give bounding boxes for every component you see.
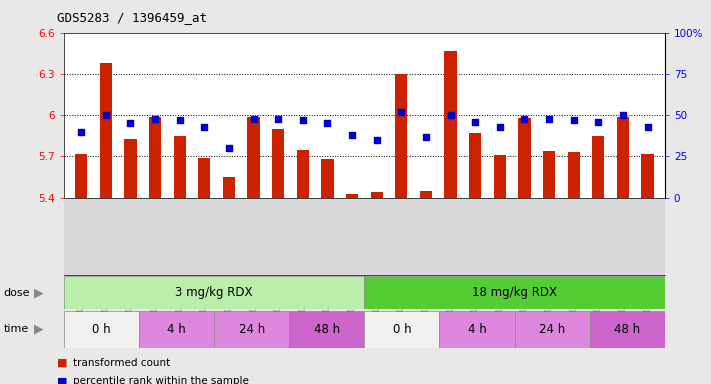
Bar [515, 311, 589, 348]
Point [642, 124, 653, 130]
Bar [469, 133, 481, 198]
Text: time: time [4, 324, 29, 334]
Bar [173, 136, 186, 198]
Bar [124, 139, 137, 198]
Text: 48 h: 48 h [314, 323, 340, 336]
Bar [214, 311, 289, 348]
Text: ▶: ▶ [34, 286, 44, 299]
Text: dose: dose [4, 288, 30, 298]
Bar [346, 194, 358, 198]
Text: 4 h: 4 h [468, 323, 486, 336]
Bar [370, 192, 383, 198]
Point [198, 124, 210, 130]
Bar [247, 117, 260, 198]
Text: 3 mg/kg RDX: 3 mg/kg RDX [176, 286, 253, 299]
Text: GDS5283 / 1396459_at: GDS5283 / 1396459_at [57, 12, 207, 25]
Point [272, 116, 284, 122]
Bar [139, 311, 214, 348]
Bar [365, 276, 665, 309]
Bar [616, 117, 629, 198]
Bar [543, 151, 555, 198]
Point [617, 112, 629, 118]
Point [445, 112, 456, 118]
Point [592, 119, 604, 125]
Bar [493, 155, 506, 198]
Point [494, 124, 506, 130]
Text: 24 h: 24 h [539, 323, 565, 336]
Point [346, 132, 358, 138]
Point [519, 116, 530, 122]
Bar [149, 117, 161, 198]
Text: ■: ■ [57, 358, 68, 368]
Bar [518, 118, 530, 198]
Text: 18 mg/kg RDX: 18 mg/kg RDX [472, 286, 557, 299]
Point [469, 119, 481, 125]
Bar [439, 311, 515, 348]
Text: 48 h: 48 h [614, 323, 641, 336]
Bar [567, 152, 580, 198]
Text: 0 h: 0 h [392, 323, 411, 336]
Bar [272, 129, 284, 198]
Text: 0 h: 0 h [92, 323, 111, 336]
Bar [64, 276, 365, 309]
Point [395, 109, 407, 115]
Point [420, 134, 432, 140]
Point [100, 112, 112, 118]
Point [322, 120, 333, 126]
Bar [296, 150, 309, 198]
Point [149, 116, 161, 122]
Text: transformed count: transformed count [73, 358, 170, 368]
Text: 24 h: 24 h [239, 323, 265, 336]
Point [297, 117, 309, 123]
Bar [395, 74, 407, 198]
Text: percentile rank within the sample: percentile rank within the sample [73, 376, 248, 384]
Bar [321, 159, 333, 198]
Point [223, 145, 235, 151]
Point [371, 137, 383, 143]
Bar [64, 311, 139, 348]
Bar [289, 311, 365, 348]
Point [248, 116, 260, 122]
Bar [589, 311, 665, 348]
Point [174, 117, 186, 123]
Bar [100, 63, 112, 198]
Point [125, 120, 137, 126]
Text: ■: ■ [57, 376, 68, 384]
Bar [592, 136, 604, 198]
Text: 4 h: 4 h [167, 323, 186, 336]
Text: ▶: ▶ [34, 323, 44, 336]
Point [568, 117, 579, 123]
Point [543, 116, 555, 122]
Bar [641, 154, 653, 198]
Point [75, 129, 87, 135]
Bar [75, 154, 87, 198]
Bar [223, 177, 235, 198]
Bar [444, 51, 456, 198]
Bar [365, 311, 439, 348]
Bar [198, 158, 210, 198]
Bar [419, 191, 432, 198]
